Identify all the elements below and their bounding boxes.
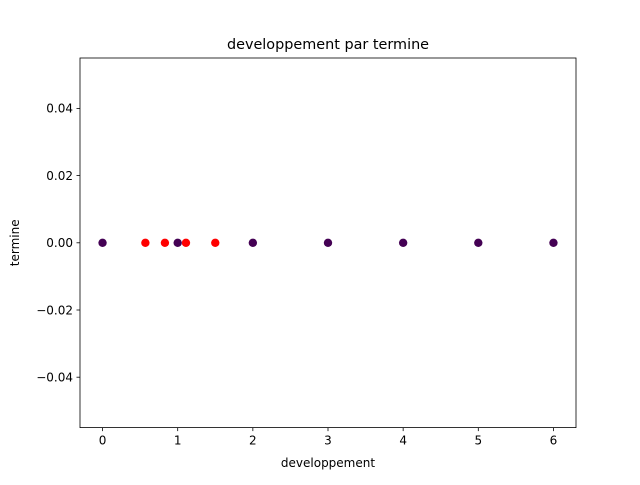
y-tick-label: 0.04 [46,102,73,116]
data-point [141,238,150,247]
x-tick-label: 6 [550,434,558,448]
data-point [398,238,408,247]
x-tick-label: 3 [324,434,332,448]
data-point [323,238,333,247]
data-point [181,238,191,247]
y-tick-label: 0.02 [46,169,73,183]
data-point [474,238,483,247]
x-tick-label: 4 [399,434,407,448]
y-tick-label: −0.04 [36,371,73,385]
chart-title: developpement par termine [227,37,429,53]
y-tick-label: 0.00 [46,236,73,250]
x-axis-ticks: 0 1 2 3 4 5 6 [99,427,558,448]
x-tick-label: 0 [99,434,107,448]
data-point [549,238,558,247]
y-axis-ticks: −0.04 −0.02 0.00 0.02 0.04 [36,102,80,385]
y-tick-label: −0.02 [36,303,73,317]
x-axis-label: developpement [281,456,375,470]
plot-area [98,238,558,247]
data-point [160,238,170,247]
data-point [211,238,220,247]
data-point [98,238,107,247]
x-tick-label: 2 [249,434,257,448]
data-point [248,238,258,247]
data-point [173,238,182,247]
x-tick-label: 5 [474,434,482,448]
x-tick-label: 1 [174,434,182,448]
y-axis-label: termine [8,219,22,266]
